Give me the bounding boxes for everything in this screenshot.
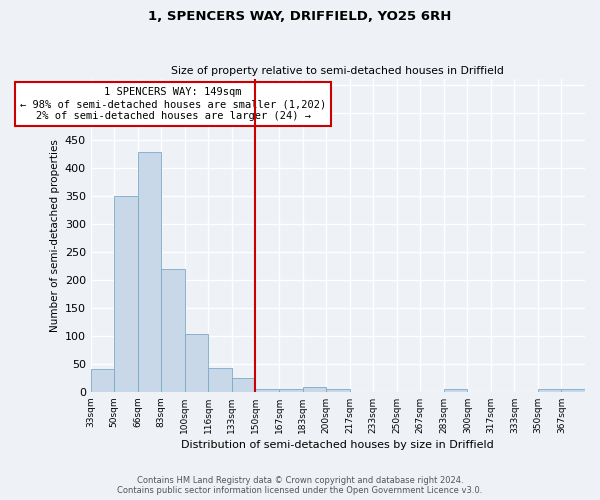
Bar — [326, 389, 350, 392]
Bar — [562, 389, 585, 392]
Bar — [444, 389, 467, 392]
Bar — [208, 368, 232, 392]
Bar — [232, 378, 256, 392]
Bar — [302, 388, 326, 392]
Bar — [538, 389, 562, 392]
Bar — [185, 334, 208, 392]
Bar — [279, 389, 302, 392]
Bar — [114, 196, 138, 392]
Bar — [138, 152, 161, 392]
Text: 1 SPENCERS WAY: 149sqm
← 98% of semi-detached houses are smaller (1,202)
2% of s: 1 SPENCERS WAY: 149sqm ← 98% of semi-det… — [20, 88, 326, 120]
Text: 1, SPENCERS WAY, DRIFFIELD, YO25 6RH: 1, SPENCERS WAY, DRIFFIELD, YO25 6RH — [148, 10, 452, 23]
Bar — [256, 389, 279, 392]
Bar — [91, 370, 114, 392]
Title: Size of property relative to semi-detached houses in Driffield: Size of property relative to semi-detach… — [172, 66, 504, 76]
X-axis label: Distribution of semi-detached houses by size in Driffield: Distribution of semi-detached houses by … — [181, 440, 494, 450]
Bar — [161, 269, 185, 392]
Text: Contains HM Land Registry data © Crown copyright and database right 2024.
Contai: Contains HM Land Registry data © Crown c… — [118, 476, 482, 495]
Y-axis label: Number of semi-detached properties: Number of semi-detached properties — [50, 139, 61, 332]
